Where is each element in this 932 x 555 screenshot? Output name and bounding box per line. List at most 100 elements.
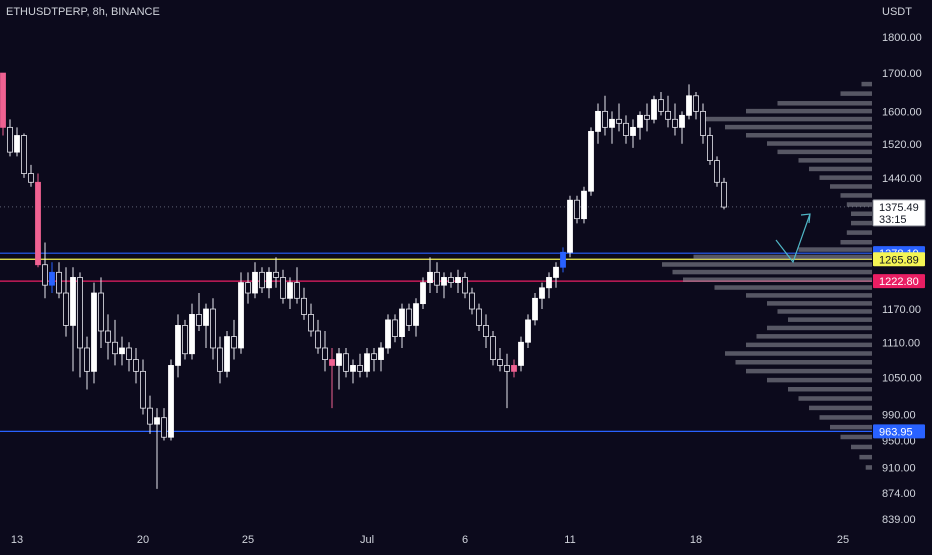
volume-profile-bar (714, 285, 872, 290)
candle-body (371, 353, 377, 360)
candle (336, 347, 342, 390)
volume-profile-bar (798, 396, 872, 401)
candle (602, 95, 608, 136)
candle (133, 347, 139, 384)
candle-body (462, 277, 468, 294)
candle (112, 319, 118, 366)
candle (490, 330, 496, 366)
time-tick-label: 25 (242, 534, 254, 546)
candle-body (343, 353, 349, 372)
candle-body (567, 199, 573, 253)
symbol-label[interactable]: ETHUSDTPERP, 8h, BINANCE (6, 6, 160, 18)
candle-body (119, 347, 125, 355)
candle-body (560, 251, 566, 268)
candle-body (168, 365, 174, 438)
candle-body (448, 277, 454, 283)
candle (308, 303, 314, 337)
candle-body (413, 303, 419, 326)
candle (399, 303, 405, 348)
candle-body (210, 308, 216, 349)
candle (154, 408, 160, 489)
candle-body (532, 297, 538, 321)
candlesticks[interactable] (0, 72, 727, 489)
arrow-head (800, 213, 811, 224)
candle-body (238, 282, 244, 349)
candle (70, 267, 76, 372)
candle (434, 262, 440, 294)
candle-body (203, 308, 209, 326)
candle (168, 359, 174, 441)
volume-profile-bar (725, 124, 872, 130)
candle (364, 347, 370, 378)
candle-body (420, 282, 426, 305)
candle-body (161, 417, 167, 438)
volume-profile-bar (735, 359, 872, 365)
projection-path (775, 213, 811, 264)
price-badge: 1222.80 (873, 274, 925, 289)
candle-body (490, 336, 496, 360)
candle (371, 347, 377, 372)
candle (686, 84, 692, 120)
candle (420, 277, 426, 310)
candle-body (546, 277, 552, 289)
candle (182, 319, 188, 360)
candle (161, 408, 167, 441)
candle-body (0, 72, 6, 128)
candle (238, 272, 244, 354)
price-badge: 1265.89 (873, 252, 925, 267)
candle (280, 269, 286, 304)
price-tick-label: 1600.00 (882, 106, 922, 118)
volume-profile-bar (746, 133, 872, 138)
candle-body (504, 365, 510, 372)
candle-body (98, 292, 104, 332)
price-tick-label: 1440.00 (882, 173, 922, 185)
candle (574, 195, 580, 224)
badge-value: 1222.80 (879, 276, 919, 288)
candle-body (315, 330, 321, 349)
candle (287, 277, 293, 310)
candle-body (301, 297, 307, 315)
volume-profile-bar (725, 351, 872, 356)
candle (0, 72, 6, 136)
candle (224, 330, 230, 378)
time-axis-bg[interactable] (0, 530, 932, 550)
price-tick-label: 1520.00 (882, 139, 922, 151)
candle (721, 177, 727, 210)
candle-body (602, 110, 608, 128)
candle (623, 115, 629, 144)
candle-body (231, 336, 237, 349)
time-axis[interactable]: 132025Jul6111825Aug (11, 534, 932, 546)
candle-body (686, 95, 692, 116)
volume-profile-bar (865, 465, 872, 470)
candle (651, 95, 657, 124)
candle (294, 267, 300, 304)
volume-profile-bar (819, 415, 872, 420)
price-axis[interactable]: 1800.00 1700.00 1600.00 1520.00 1440.00 1170.… (882, 32, 922, 526)
volume-profile-bar (746, 108, 872, 114)
candle-body (539, 287, 545, 299)
candle-body (525, 319, 531, 343)
candle (245, 272, 251, 304)
time-tick-label: 20 (137, 534, 149, 546)
candle-body (518, 341, 524, 366)
candle (28, 164, 34, 187)
volume-profile-bar (672, 269, 872, 275)
time-tick-label: 25 (837, 534, 849, 546)
candle (637, 111, 643, 140)
candle-body (399, 308, 405, 337)
candle (679, 111, 685, 144)
candle (511, 359, 517, 378)
candle-body (217, 347, 223, 372)
candle (315, 319, 321, 354)
candle-body (14, 135, 20, 153)
candle-body (658, 99, 664, 112)
volume-profile-bar (861, 81, 872, 87)
candle-body (434, 271, 440, 286)
candle (196, 293, 202, 331)
candle-body (35, 181, 41, 266)
time-tick-label: Jul (360, 534, 374, 546)
price-tick-label: 839.00 (882, 514, 916, 526)
